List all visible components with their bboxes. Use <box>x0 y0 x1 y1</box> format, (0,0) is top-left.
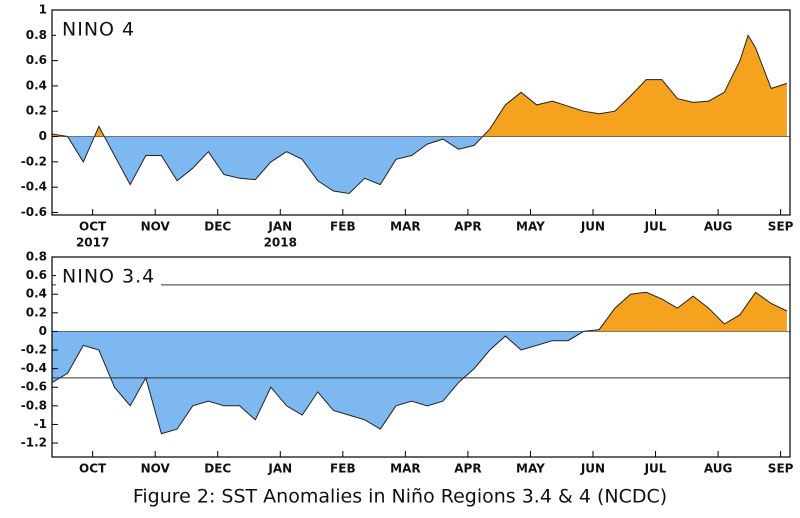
x-tick-label: JUL <box>644 220 667 234</box>
x-tick-label: JUN <box>580 220 605 234</box>
y-tick-label: 0 <box>39 324 47 338</box>
y-tick-label: -0.4 <box>21 180 47 194</box>
x-tick-label: NOV <box>141 220 171 234</box>
x-tick-label: MAR <box>390 462 420 476</box>
plot-frame <box>51 9 791 216</box>
plot-frame <box>51 256 791 458</box>
x-tick-label: JAN <box>267 462 292 476</box>
y-tick-label: 0.2 <box>26 104 47 118</box>
x-tick-label: AUG <box>704 220 733 234</box>
caption: Figure 2: SST Anomalies in Niño Regions … <box>133 486 667 508</box>
chart-title: NINO 3.4 <box>62 266 155 288</box>
x-tick-label: MAY <box>516 462 545 476</box>
y-tick-label: 1 <box>39 3 47 17</box>
negative-area <box>52 331 787 434</box>
title-box <box>56 261 161 289</box>
y-tick-label: 0.4 <box>26 287 47 301</box>
title-box <box>56 14 146 42</box>
y-tick-label: -0.2 <box>21 154 47 168</box>
year-label: 2018 <box>264 236 297 250</box>
y-tick-label: -0.2 <box>21 343 47 357</box>
x-tick-label: APR <box>454 462 481 476</box>
y-tick-label: 0 <box>39 129 47 143</box>
y-tick-label: 0.8 <box>26 28 47 42</box>
year-label: 2017 <box>76 236 109 250</box>
x-tick-label: MAR <box>390 220 420 234</box>
anomaly-line <box>51 34 788 195</box>
y-tick-label: -0.6 <box>21 205 47 219</box>
positive-area <box>583 292 787 332</box>
anomaly-line <box>51 291 788 435</box>
x-tick-label: OCT <box>79 220 107 234</box>
x-tick-label: APR <box>454 220 481 234</box>
y-tick-label: -0.8 <box>21 398 47 412</box>
x-tick-label: OCT <box>79 462 107 476</box>
chart-title: NINO 4 <box>62 19 135 41</box>
x-tick-label: DEC <box>204 220 231 234</box>
x-tick-label: SEP <box>768 220 794 234</box>
positive-area <box>52 35 787 137</box>
y-tick-label: 0.2 <box>26 305 47 319</box>
y-tick-label: -0.6 <box>21 380 47 394</box>
x-tick-label: SEP <box>768 462 794 476</box>
y-tick-label: -1 <box>34 417 47 431</box>
x-tick-label: DEC <box>204 462 231 476</box>
x-tick-label: MAY <box>516 220 545 234</box>
x-tick-label: NOV <box>141 462 171 476</box>
x-tick-label: JUL <box>644 462 667 476</box>
y-tick-label: 0.8 <box>26 250 47 264</box>
negative-area <box>67 136 483 194</box>
x-tick-label: AUG <box>704 462 733 476</box>
y-tick-label: 0.4 <box>26 78 47 92</box>
y-tick-label: 0.6 <box>26 53 47 67</box>
x-tick-label: JAN <box>267 220 292 234</box>
y-tick-label: -0.4 <box>21 361 47 375</box>
x-tick-label: FEB <box>330 220 356 234</box>
y-tick-label: -1.2 <box>21 436 47 450</box>
x-tick-label: FEB <box>330 462 356 476</box>
y-tick-label: 0.6 <box>26 268 47 282</box>
x-tick-label: JUN <box>580 462 605 476</box>
